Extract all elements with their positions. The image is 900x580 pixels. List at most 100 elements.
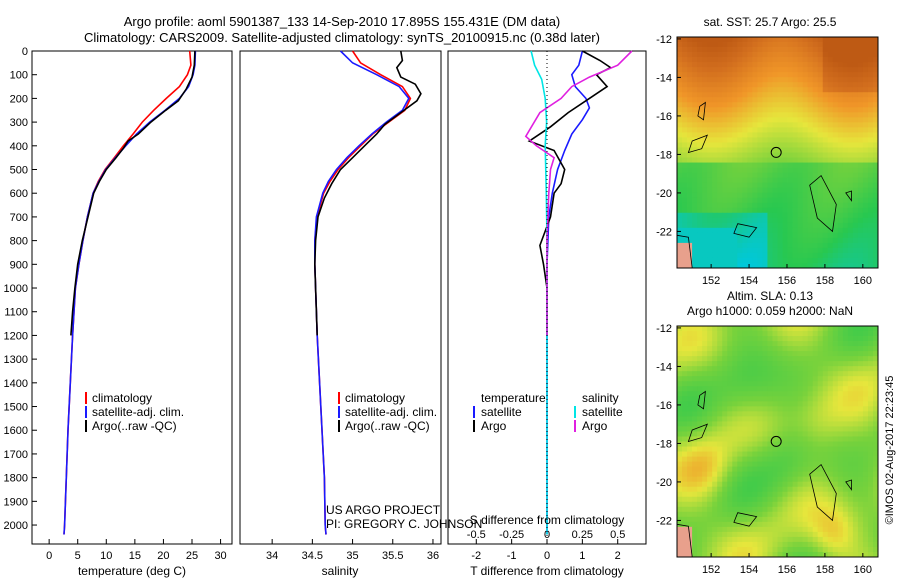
heatmap-cell [732, 451, 738, 457]
heatmap-cell [702, 72, 708, 78]
heatmap-cell [732, 431, 738, 437]
heatmap-cell [777, 371, 783, 377]
heatmap-cell [697, 331, 703, 337]
heatmap-cell [697, 406, 703, 412]
heatmap-cell [742, 461, 748, 468]
heatmap-cell [757, 87, 763, 93]
heatmap-cell [687, 107, 693, 113]
heatmap-cell [727, 262, 733, 269]
heatmap-cell [747, 72, 753, 78]
heatmap-cell [792, 127, 799, 133]
heatmap-cell [702, 496, 708, 503]
heatmap-cell [697, 411, 703, 417]
heatmap-cell [867, 381, 874, 387]
heatmap-cell [727, 67, 733, 73]
heatmap-cell [777, 551, 783, 558]
heatmap-cell [842, 516, 849, 523]
heatmap-cell [797, 107, 804, 113]
heatmap-cell [697, 72, 703, 78]
heatmap-cell [737, 192, 743, 199]
heatmap-cell [772, 406, 778, 412]
heatmap-cell [787, 356, 793, 362]
heatmap-cell [682, 331, 688, 337]
heatmap-cell [817, 486, 824, 493]
heatmap-cell [692, 406, 698, 412]
heatmap-cell [752, 401, 758, 407]
heatmap-cell [707, 157, 713, 163]
heatmap-cell [717, 471, 723, 478]
heatmap-cell [847, 376, 854, 382]
heatmap-cell [852, 242, 859, 249]
heatmap-cell [787, 227, 793, 234]
heatmap-cell [712, 411, 718, 417]
series-line-t-argo [527, 50, 613, 336]
heatmap-cell [827, 152, 834, 158]
heatmap-cell [817, 47, 824, 53]
heatmap-cell [817, 536, 824, 543]
depth-tick-label: 1400 [4, 378, 28, 390]
heatmap-cell [842, 237, 849, 244]
heatmap-cell [847, 491, 854, 498]
heatmap-cell [822, 257, 829, 264]
heatmap-cell [707, 441, 713, 447]
heatmap-cell [682, 52, 688, 58]
heatmap-cell [682, 396, 688, 402]
coastline [733, 512, 758, 527]
heatmap-cell [687, 351, 693, 357]
heatmap-cell [757, 546, 763, 553]
heatmap-cell [852, 122, 859, 128]
heatmap-cell [747, 87, 753, 93]
heatmap-cell [827, 411, 834, 417]
heatmap-cell [692, 102, 698, 108]
heatmap-cell [862, 371, 869, 377]
heatmap-cell [777, 107, 783, 113]
heatmap-cell [872, 351, 879, 357]
heatmap-cell [842, 386, 849, 392]
heatmap-cell [767, 536, 773, 543]
heatmap-cell [747, 356, 753, 362]
heatmap-cell [712, 37, 718, 43]
heatmap-cell [717, 167, 723, 173]
heatmap-cell [762, 336, 768, 342]
heatmap-cell [802, 401, 809, 407]
heatmap-cell [807, 491, 814, 498]
temperature-x-label: temperature (deg C) [78, 564, 186, 578]
heatmap-cell [707, 117, 713, 123]
heatmap-cell [702, 232, 708, 239]
heatmap-cell [707, 197, 713, 204]
heatmap-cell [762, 57, 768, 63]
heatmap-cell [867, 257, 874, 264]
heatmap-cell [847, 406, 854, 412]
heatmap-cell [807, 117, 814, 123]
heatmap-cell [712, 341, 718, 347]
heatmap-cell [742, 446, 748, 452]
heatmap-cell [852, 551, 859, 558]
heatmap-cell [792, 82, 799, 88]
heatmap-cell [767, 232, 773, 239]
heatmap-cell [822, 237, 829, 244]
heatmap-cell [717, 222, 723, 229]
heatmap-cell [802, 526, 809, 533]
heatmap-cell [857, 336, 864, 342]
heatmap-cell [747, 62, 753, 68]
heatmap-cell [812, 326, 819, 332]
heatmap-cell [817, 336, 824, 342]
heatmap-cell [852, 162, 859, 168]
heatmap-cell [722, 346, 728, 352]
heatmap-cell [852, 341, 859, 347]
heatmap-cell [812, 451, 819, 457]
heatmap-cell [752, 227, 758, 234]
heatmap-cell [777, 496, 783, 503]
heatmap-cell [817, 496, 824, 503]
heatmap-cell [742, 107, 748, 113]
heatmap-cell [782, 37, 788, 43]
heatmap-cell [842, 371, 849, 377]
heatmap-cell [772, 147, 778, 153]
heatmap-cell [802, 461, 809, 468]
heatmap-cell [777, 252, 783, 259]
heatmap-cell [722, 202, 728, 209]
heatmap-cell [767, 212, 773, 219]
heatmap-cell [867, 57, 874, 63]
heatmap-cell [862, 531, 869, 538]
heatmap-cell [797, 227, 804, 234]
